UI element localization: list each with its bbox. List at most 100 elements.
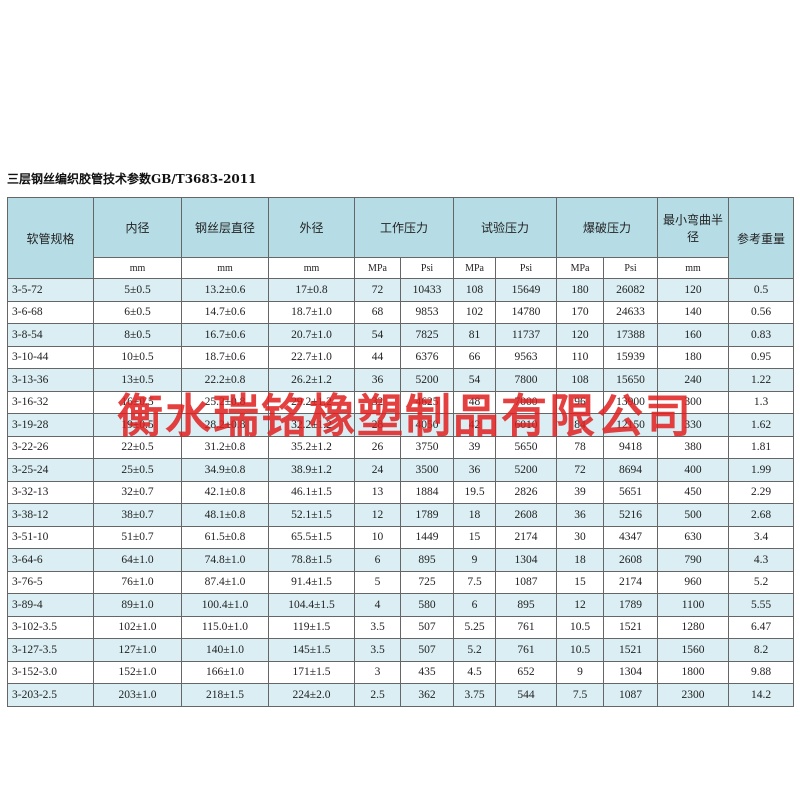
cell: 1304 <box>603 660 659 684</box>
cell: 3.4 <box>728 525 795 549</box>
cell: 19±0.5 <box>93 413 182 437</box>
cell: 试验压力 <box>453 197 558 258</box>
cell: 31.2±0.8 <box>181 435 269 459</box>
cell: 8.2 <box>728 638 795 662</box>
cell: 3-25-24 <box>7 458 94 482</box>
cell: 171±1.5 <box>268 660 355 684</box>
cell: 1521 <box>603 615 659 639</box>
cell: 5.55 <box>728 593 795 617</box>
row: 3-22-26 22±0.5 31.2±0.8 35.2±1.2 26 3750 39 565… <box>7 435 795 459</box>
cell: 140±1.0 <box>181 638 269 662</box>
row: 3-203-2.5 203±1.0 218±1.5 224±2.0 2.5 362 3.75… <box>7 683 795 707</box>
cell: Psi <box>603 257 659 279</box>
cell: 78 <box>556 435 605 459</box>
cell: 3-64-6 <box>7 548 94 572</box>
cell: 120 <box>556 323 605 347</box>
cell: 3-13-36 <box>7 368 94 392</box>
cell: 5216 <box>603 503 659 527</box>
cell: 3-10-44 <box>7 345 94 369</box>
cell: 160 <box>657 323 730 347</box>
cell: 102 <box>453 300 497 324</box>
cell: 65.5±1.5 <box>268 525 355 549</box>
cell: 507 <box>399 638 455 662</box>
cell: 3-8-54 <box>7 323 94 347</box>
cell: MPa <box>556 257 605 279</box>
cell: 580 <box>399 593 455 617</box>
cell: 46.1±1.5 <box>268 480 355 504</box>
cell: 9.88 <box>728 660 795 684</box>
cell: 54 <box>453 368 497 392</box>
row: 3-76-5 76±1.0 87.4±1.0 91.4±1.5 5 725 7.5 1087 1… <box>7 570 795 594</box>
cell: 12150 <box>603 413 659 437</box>
cell: mm <box>93 257 182 279</box>
cell: 450 <box>657 480 730 504</box>
cell: 2300 <box>657 683 730 707</box>
cell: 108 <box>453 278 497 302</box>
cell: mm <box>181 257 269 279</box>
cell: 3.75 <box>453 683 497 707</box>
cell: 52.1±1.5 <box>268 503 355 527</box>
row: 3-13-36 13±0.5 22.2±0.8 26.2±1.2 36 5200 54 780… <box>7 368 795 392</box>
cell: 78.8±1.5 <box>268 548 355 572</box>
cell: 5 <box>354 570 401 594</box>
cell: 2174 <box>495 525 558 549</box>
cell: 8694 <box>603 458 659 482</box>
cell: 89±1.0 <box>93 593 182 617</box>
cell: 36 <box>354 368 401 392</box>
cell: 爆破压力 <box>556 197 659 258</box>
cell: 152±1.0 <box>93 660 182 684</box>
cell: 224±2.0 <box>268 683 355 707</box>
cell: mm <box>268 257 355 279</box>
cell: 17388 <box>603 323 659 347</box>
cell: 软管规格 <box>7 197 94 279</box>
cell: 5.2 <box>453 638 497 662</box>
cell: 0.5 <box>728 278 795 302</box>
cell: 15 <box>453 525 497 549</box>
cell: 1.22 <box>728 368 795 392</box>
cell: 74.8±1.0 <box>181 548 269 572</box>
cell: 5650 <box>495 435 558 459</box>
cell: 68 <box>354 300 401 324</box>
cell: 39 <box>453 435 497 459</box>
cell: 内径 <box>93 197 182 258</box>
cell: MPa <box>354 257 401 279</box>
cell: 3 <box>354 660 401 684</box>
cell: 500 <box>657 503 730 527</box>
cell: 10±0.5 <box>93 345 182 369</box>
cell: 18 <box>453 503 497 527</box>
cell: 1.99 <box>728 458 795 482</box>
cell: 507 <box>399 615 455 639</box>
cell: 5651 <box>603 480 659 504</box>
cell: 14.2 <box>728 683 795 707</box>
cell: 895 <box>495 593 558 617</box>
cell: 工作压力 <box>353 197 455 258</box>
cell: 362 <box>399 683 455 707</box>
cell: 120 <box>657 278 730 302</box>
row: 3-127-3.5 127±1.0 140±1.0 145±1.5 3.5 507 5.2 7… <box>7 638 795 662</box>
row: 3-38-12 38±0.7 48.1±0.8 52.1±1.5 12 1789 18 260… <box>7 503 795 527</box>
cell: 24 <box>354 458 401 482</box>
cell: 119±1.5 <box>268 615 355 639</box>
cell: 1800 <box>657 660 730 684</box>
cell: 3-89-4 <box>7 593 94 617</box>
cell: 13 <box>354 480 401 504</box>
cell: 48 <box>453 390 497 414</box>
cell: 6±0.5 <box>93 300 182 324</box>
cell: 108 <box>556 368 605 392</box>
cell: 0.95 <box>728 345 795 369</box>
cell: 3-102-3.5 <box>7 615 94 639</box>
cell: 1884 <box>399 480 455 504</box>
cell: 20.7±1.0 <box>268 323 355 347</box>
cell: 960 <box>657 570 730 594</box>
cell: 7825 <box>399 323 455 347</box>
cell: 218±1.5 <box>181 683 269 707</box>
cell: 28 <box>354 413 401 437</box>
cell: 14.7±0.6 <box>181 300 269 324</box>
cell: 钢丝层直径 <box>181 197 269 258</box>
cell: 3750 <box>399 435 455 459</box>
cell: 7000 <box>495 390 558 414</box>
cell: 18.7±1.0 <box>268 300 355 324</box>
row: 3-6-68 6±0.5 14.7±0.6 18.7±1.0 68 9853 102 1478… <box>7 300 795 324</box>
cell: 22.7±1.0 <box>268 345 355 369</box>
cell: 3-76-5 <box>7 570 94 594</box>
